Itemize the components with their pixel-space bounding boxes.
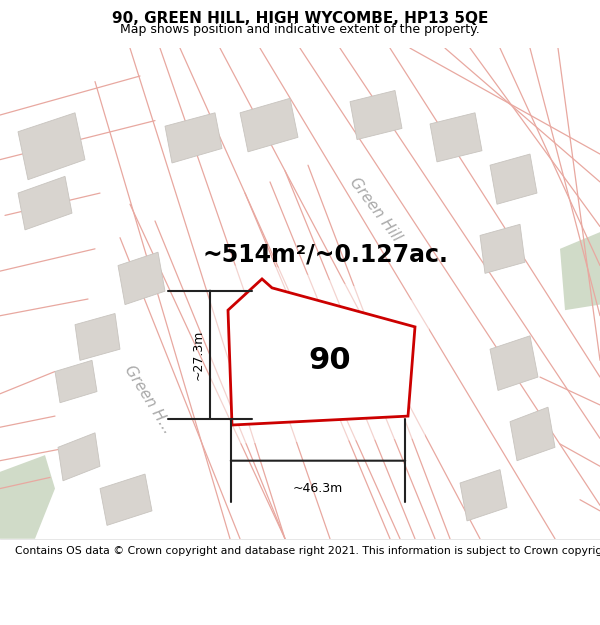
Polygon shape	[350, 91, 402, 139]
Text: Green H...: Green H...	[121, 362, 175, 436]
Polygon shape	[430, 112, 482, 162]
Polygon shape	[490, 154, 537, 204]
Polygon shape	[240, 98, 298, 152]
Text: ~27.3m: ~27.3m	[191, 329, 205, 380]
Polygon shape	[100, 474, 152, 526]
Polygon shape	[18, 112, 85, 180]
Text: Green Hill: Green Hill	[346, 175, 404, 244]
Polygon shape	[490, 336, 538, 391]
Text: 90: 90	[308, 346, 352, 375]
Polygon shape	[118, 252, 165, 304]
Text: 90, GREEN HILL, HIGH WYCOMBE, HP13 5QE: 90, GREEN HILL, HIGH WYCOMBE, HP13 5QE	[112, 11, 488, 26]
Polygon shape	[210, 266, 430, 444]
Polygon shape	[75, 314, 120, 361]
Text: ~514m²/~0.127ac.: ~514m²/~0.127ac.	[202, 242, 448, 266]
Polygon shape	[460, 469, 507, 521]
Polygon shape	[480, 224, 525, 273]
Polygon shape	[58, 433, 100, 481]
Polygon shape	[165, 112, 222, 163]
Polygon shape	[0, 455, 55, 539]
Text: ~46.3m: ~46.3m	[293, 482, 343, 495]
Text: Contains OS data © Crown copyright and database right 2021. This information is : Contains OS data © Crown copyright and d…	[15, 546, 600, 556]
Polygon shape	[560, 232, 600, 310]
Text: Map shows position and indicative extent of the property.: Map shows position and indicative extent…	[120, 23, 480, 36]
Polygon shape	[228, 279, 415, 425]
Polygon shape	[55, 361, 97, 403]
Polygon shape	[18, 176, 72, 230]
Polygon shape	[510, 407, 555, 461]
